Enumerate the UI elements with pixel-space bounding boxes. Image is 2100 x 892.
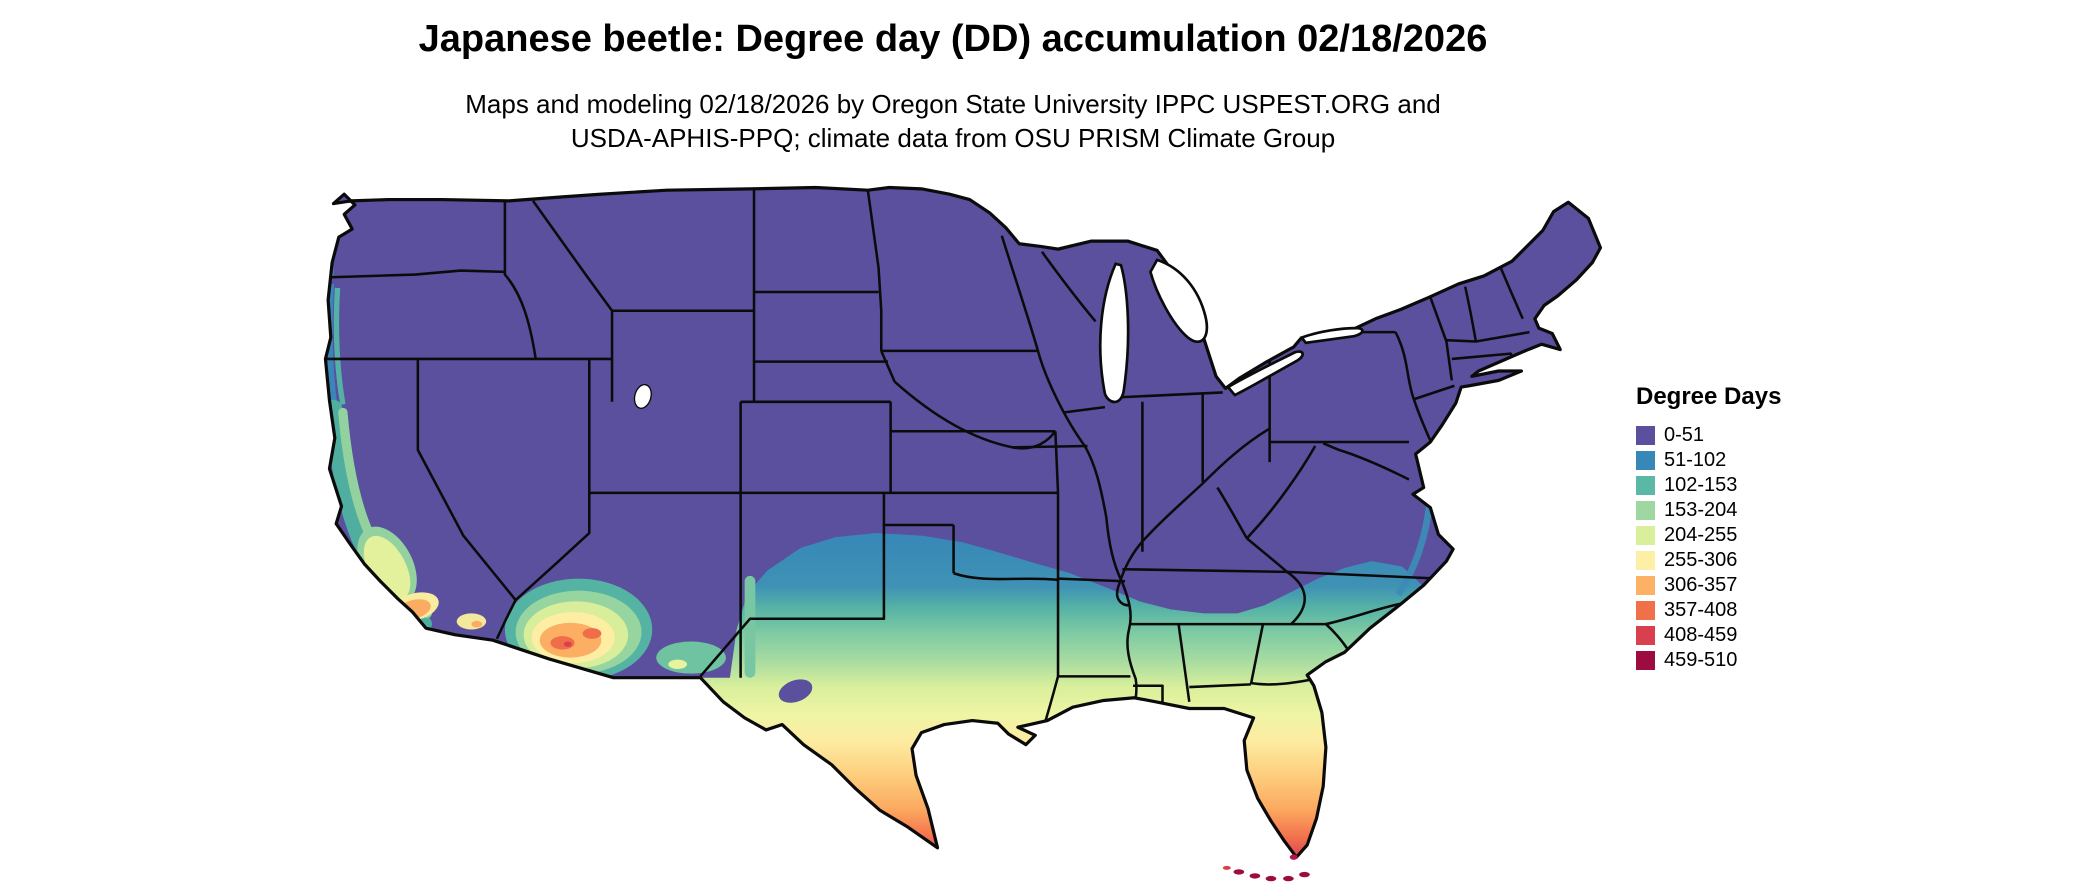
legend-label: 408-459 [1664,624,1738,646]
page-subtitle: Maps and modeling 02/18/2026 by Oregon S… [0,87,1906,155]
legend-label: 102-153 [1664,474,1738,496]
subtitle-line-2: USDA-APHIS-PPQ; climate data from OSU PR… [570,123,1336,153]
legend: Degree Days 0-51 51-102 102-153 153-204 … [1636,383,1781,673]
florida-keys [1222,854,1310,882]
legend-swatch [1636,601,1655,620]
legend-swatch [1636,501,1655,520]
page-title: Japanese beetle: Degree day (DD) accumul… [418,18,1488,60]
legend-swatch [1636,451,1655,470]
legend-item: 459-510 [1636,648,1781,673]
legend-label: 153-204 [1664,499,1738,521]
legend-item: 102-153 [1636,473,1781,498]
legend-label: 204-255 [1664,524,1738,546]
legend-label: 51-102 [1664,449,1727,471]
great-lakes [1098,258,1364,404]
legend-label: 306-357 [1664,574,1738,596]
legend-label: 459-510 [1664,649,1738,671]
legend-item: 357-408 [1636,598,1781,623]
legend-item: 0-51 [1636,423,1781,448]
legend-swatch [1636,426,1655,445]
legend-item: 408-459 [1636,623,1781,648]
legend-label: 255-306 [1664,549,1738,571]
legend-item: 153-204 [1636,498,1781,523]
legend-item: 255-306 [1636,548,1781,573]
legend-swatch [1636,576,1655,595]
legend-swatch [1636,551,1655,570]
legend-swatch [1636,526,1655,545]
legend-item: 204-255 [1636,523,1781,548]
legend-swatch [1636,476,1655,495]
legend-item: 306-357 [1636,573,1781,598]
state-borders [325,188,1530,733]
legend-item: 51-102 [1636,448,1781,473]
legend-swatch [1636,651,1655,670]
legend-title: Degree Days [1636,383,1782,410]
great-salt-lake [633,383,652,409]
legend-swatch [1636,626,1655,645]
map-fill-layer [325,187,1601,858]
legend-label: 0-51 [1664,424,1705,446]
header: Japanese beetle: Degree day (DD) accumul… [0,18,1906,155]
legend-label: 357-408 [1664,599,1738,621]
subtitle-line-1: Maps and modeling 02/18/2026 by Oregon S… [465,89,1441,119]
